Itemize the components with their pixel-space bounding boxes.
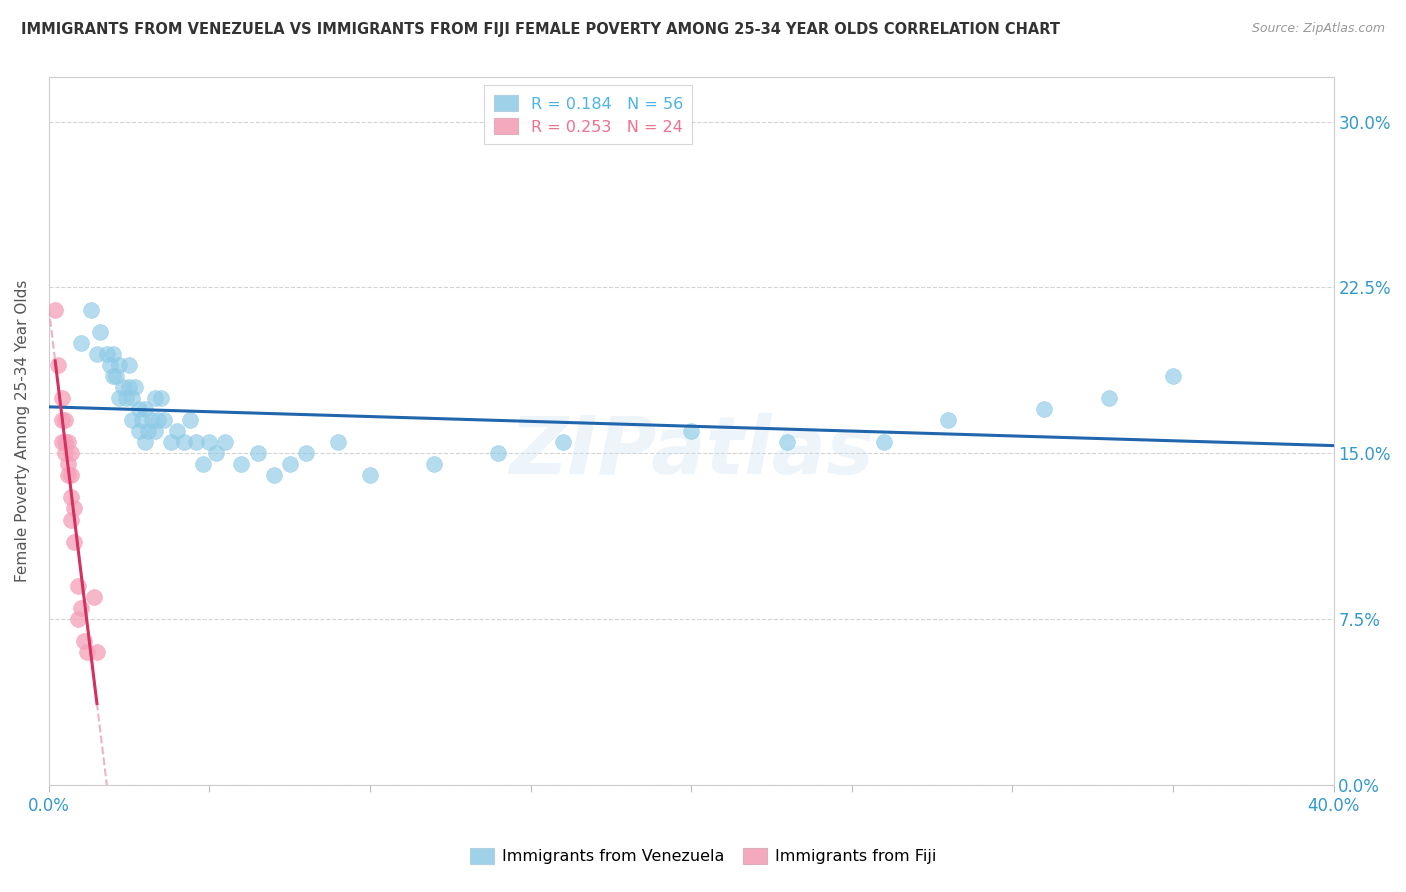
Point <box>1033 402 1056 417</box>
Point <box>86 645 108 659</box>
Point <box>681 424 703 438</box>
Point <box>56 457 79 471</box>
Point <box>263 468 285 483</box>
Point <box>98 358 121 372</box>
Point <box>1098 391 1121 405</box>
Point <box>60 491 83 505</box>
Point <box>60 512 83 526</box>
Point <box>423 457 446 471</box>
Point <box>359 468 381 483</box>
Point <box>143 391 166 405</box>
Point <box>56 468 79 483</box>
Point <box>128 402 150 417</box>
Point <box>134 402 156 417</box>
Point <box>51 413 73 427</box>
Point <box>63 501 86 516</box>
Point <box>118 358 141 372</box>
Point <box>204 446 226 460</box>
Point <box>121 391 143 405</box>
Point <box>173 435 195 450</box>
Point <box>131 413 153 427</box>
Point <box>146 413 169 427</box>
Text: IMMIGRANTS FROM VENEZUELA VS IMMIGRANTS FROM FIJI FEMALE POVERTY AMONG 25-34 YEA: IMMIGRANTS FROM VENEZUELA VS IMMIGRANTS … <box>21 22 1060 37</box>
Point <box>101 368 124 383</box>
Point <box>53 435 76 450</box>
Point <box>53 413 76 427</box>
Point <box>66 579 89 593</box>
Point <box>79 302 101 317</box>
Legend: R = 0.184   N = 56, R = 0.253   N = 24: R = 0.184 N = 56, R = 0.253 N = 24 <box>484 86 692 145</box>
Point <box>936 413 959 427</box>
Point <box>66 612 89 626</box>
Point <box>134 435 156 450</box>
Point <box>159 435 181 450</box>
Point <box>51 435 73 450</box>
Point <box>278 457 301 471</box>
Point <box>873 435 896 450</box>
Point <box>191 457 214 471</box>
Point <box>551 435 574 450</box>
Point <box>141 413 163 427</box>
Point <box>73 634 96 648</box>
Point <box>231 457 253 471</box>
Point <box>63 534 86 549</box>
Point <box>246 446 269 460</box>
Point <box>89 325 111 339</box>
Point <box>114 391 136 405</box>
Point <box>776 435 799 450</box>
Point <box>186 435 208 450</box>
Point <box>1161 368 1184 383</box>
Point <box>486 446 509 460</box>
Point <box>53 446 76 460</box>
Point <box>124 380 146 394</box>
Point <box>108 358 131 372</box>
Point <box>294 446 316 460</box>
Point <box>166 424 188 438</box>
Point <box>48 358 70 372</box>
Text: ZIPatlas: ZIPatlas <box>509 413 873 491</box>
Point <box>179 413 201 427</box>
Point <box>128 424 150 438</box>
Point <box>198 435 221 450</box>
Point <box>108 391 131 405</box>
Point <box>153 413 176 427</box>
Point <box>86 347 108 361</box>
Point <box>111 380 134 394</box>
Point <box>60 446 83 460</box>
Point <box>70 335 93 350</box>
Point <box>214 435 236 450</box>
Point <box>70 601 93 615</box>
Legend: Immigrants from Venezuela, Immigrants from Fiji: Immigrants from Venezuela, Immigrants fr… <box>463 841 943 871</box>
Point <box>96 347 118 361</box>
Point <box>121 413 143 427</box>
Point <box>136 424 159 438</box>
Point <box>56 435 79 450</box>
Point <box>143 424 166 438</box>
Y-axis label: Female Poverty Among 25-34 Year Olds: Female Poverty Among 25-34 Year Olds <box>15 280 30 582</box>
Point <box>51 391 73 405</box>
Point <box>60 468 83 483</box>
Point <box>105 368 128 383</box>
Point <box>326 435 349 450</box>
Point <box>150 391 173 405</box>
Point <box>101 347 124 361</box>
Point <box>118 380 141 394</box>
Point <box>44 302 66 317</box>
Point <box>83 590 105 604</box>
Point <box>76 645 98 659</box>
Text: Source: ZipAtlas.com: Source: ZipAtlas.com <box>1251 22 1385 36</box>
